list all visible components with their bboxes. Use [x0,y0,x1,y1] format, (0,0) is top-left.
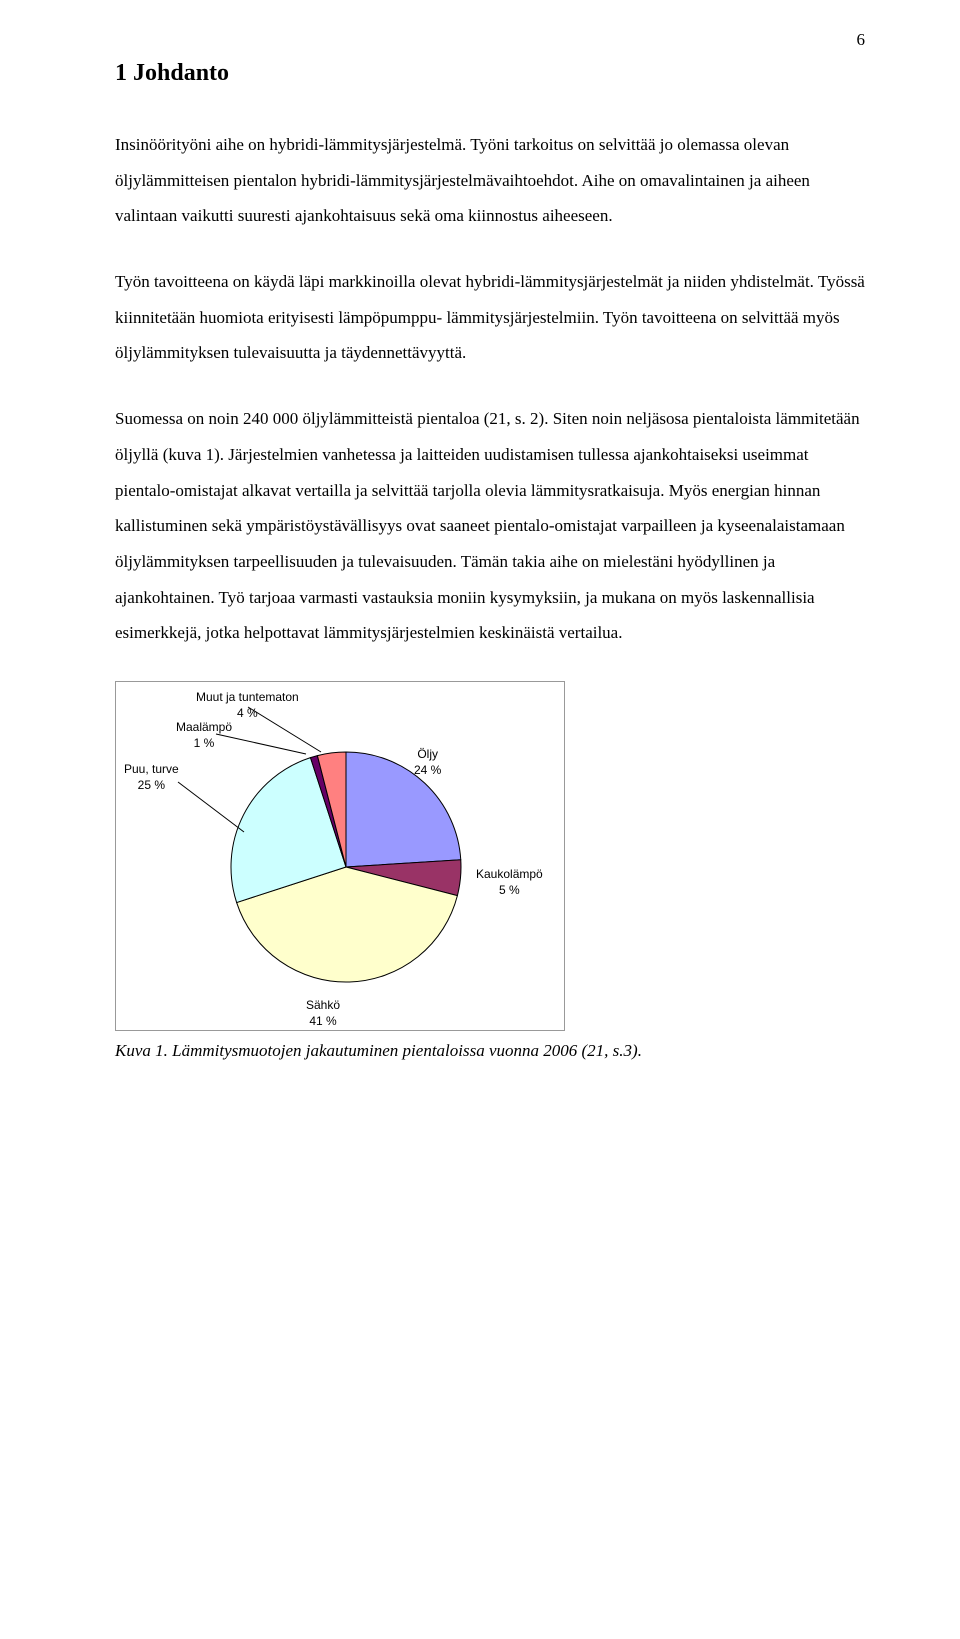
page-number: 6 [857,30,866,50]
pie-label-kaukolampo: Kaukolämpö 5 % [476,867,543,898]
pie-label-oljy: Öljy 24 % [414,747,441,778]
pie-label-value: 24 % [414,763,441,779]
pie-label-sahko: Sähkö 41 % [306,998,340,1029]
pie-label-value: 4 % [196,706,299,722]
figure-1: Muut ja tuntematon 4 % Maalämpö 1 % Öljy… [115,681,865,1061]
pie-label-value: 25 % [124,778,179,794]
pie-label-value: 5 % [476,883,543,899]
pie-label-name: Maalämpö [176,720,232,736]
pie-label-puu-turve: Puu, turve 25 % [124,762,179,793]
pie-label-name: Puu, turve [124,762,179,778]
pie-label-muut: Muut ja tuntematon 4 % [196,690,299,721]
pie-label-name: Sähkö [306,998,340,1014]
pie-label-name: Muut ja tuntematon [196,690,299,706]
pie-label-name: Öljy [414,747,441,763]
pie-label-value: 1 % [176,736,232,752]
section-heading: 1 Johdanto [115,60,865,87]
pie-slice [346,752,461,867]
pie-chart-container: Muut ja tuntematon 4 % Maalämpö 1 % Öljy… [115,681,565,1031]
paragraph-3: Suomessa on noin 240 000 öljylämmitteist… [115,401,865,651]
pie-label-name: Kaukolämpö [476,867,543,883]
paragraph-2: Työn tavoitteena on käydä läpi markkinoi… [115,264,865,371]
figure-caption: Kuva 1. Lämmitysmuotojen jakautuminen pi… [115,1041,865,1061]
pie-label-maalampo: Maalämpö 1 % [176,720,232,751]
pie-chart-svg [226,747,466,987]
pie-label-value: 41 % [306,1014,340,1030]
paragraph-1: Insinöörityöni aihe on hybridi-lämmitysj… [115,127,865,234]
document-page: 6 1 Johdanto Insinöörityöni aihe on hybr… [0,0,960,1639]
